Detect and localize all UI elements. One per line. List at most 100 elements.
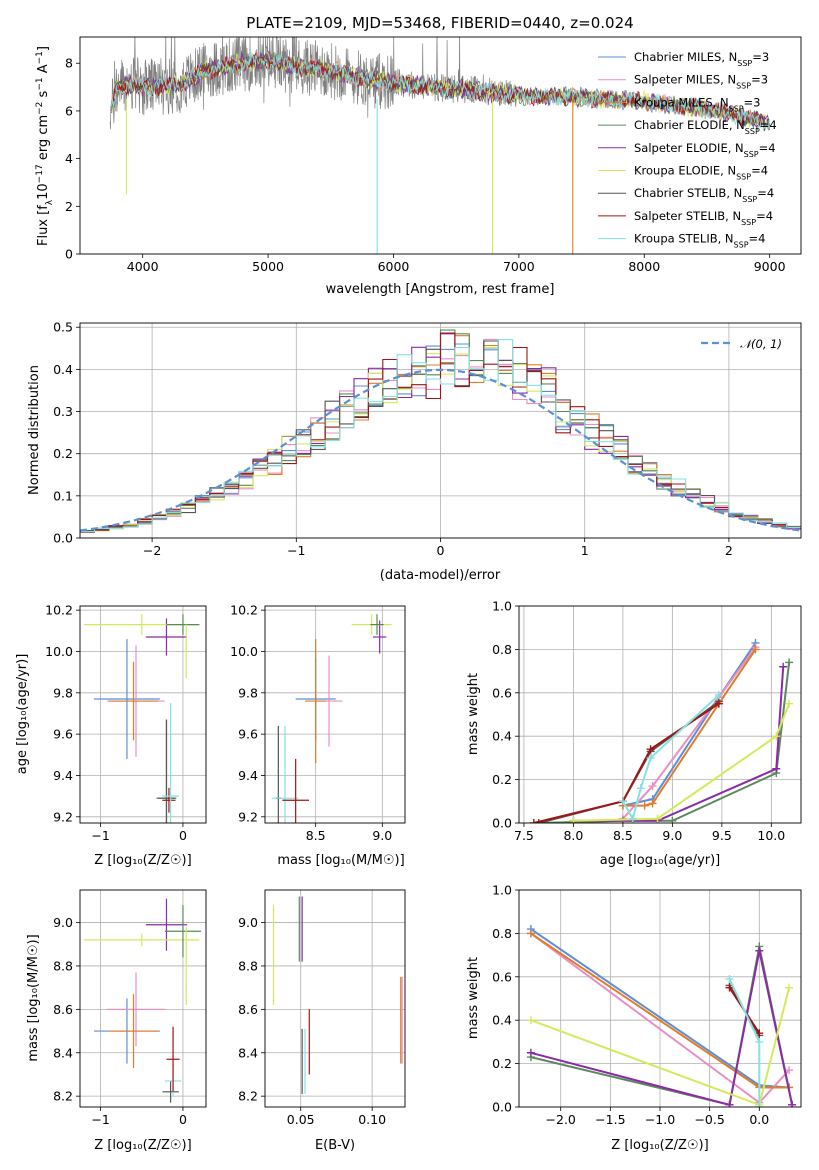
legend-text: Chabrier STELIB, N [634,186,742,200]
error-bar-point [108,994,159,1068]
plus-marker [640,801,649,810]
plus-marker [785,983,794,992]
error-bar-point [166,614,200,635]
age_vs_mass-plot-area [265,606,405,823]
y-tick-label: 9.4 [53,768,73,783]
error-bar-point [164,905,202,958]
mass_weight_vs_age-panel: 7.5 8.0 8.5 9.0 9.5 10.0 0.0 0.2 0.4 0.6 0.8 1.0 [492,599,802,843]
y-tick-label: 9.8 [238,685,258,700]
x-tick-label: 9000 [754,259,786,274]
legend-text: =4 [759,141,776,155]
weight-line [573,666,785,822]
legend-text: Salpeter ELODIE, N [634,141,744,155]
legend-entry: Salpeter STELIB, NSSP=4 [634,209,773,227]
chart-title: PLATE=2109, MJD=53468, FIBERID=0440, z=0… [246,14,633,32]
y-tick-label: 8.6 [53,1002,73,1017]
error-bar-point [184,624,188,679]
error-bar-point [271,725,299,823]
plus-marker [648,782,657,791]
y-tick-label: 0.4 [492,729,512,744]
y-tick-label: 0.8 [492,642,512,657]
mass_vs_ebv-plot-area [265,890,405,1107]
y-tick-label: 0.6 [492,685,512,700]
legend-text: Chabrier ELODIE, N [634,118,745,132]
plus-marker [725,1100,734,1107]
label-part: s [36,90,51,101]
mass_weight_vs_Z-panel: −2.0 −1.5 −1.0 −0.5 0.0 0.0 0.2 0.4 0.6 0.8 1.0 [492,883,802,1127]
y-tick-label: 6 [65,103,73,118]
mass_weight_vs_age-plot-area [519,606,801,823]
axes-frame [518,605,802,824]
y-tick-label: 8.8 [238,958,258,973]
y-tick-label: 0.4 [53,362,73,377]
legend-entry: Kroupa ELODIE, NSSP=4 [634,164,768,182]
legend-text: =3 [744,95,761,109]
plus-marker [646,745,655,754]
legend-subscript: SSP [742,195,757,204]
x-tick-label: −1.0 [645,1112,675,1127]
y-tick-label: 8.4 [53,1045,73,1060]
y-tick-label: 0.8 [492,926,512,941]
y-tick-label: 0.4 [492,1013,512,1028]
y-tick-label: 4 [65,151,73,166]
x-tick-label: −1 [91,1112,109,1127]
legend-text: =4 [760,118,777,132]
mass_vs_Z-panel: −1 0 8.2 8.4 8.6 8.8 9.0 [53,889,207,1127]
x-tick-label: 7.5 [514,828,534,843]
residual-histogram [80,332,801,533]
axes-frame [79,889,207,1108]
x-tick-label: −1 [287,543,305,558]
plus-marker [772,732,781,741]
residuals-plot-area [80,323,801,538]
x-tick-label: 5000 [252,259,284,274]
plus-marker [755,946,764,955]
plus-marker [714,690,723,699]
plus-marker [725,974,734,983]
plus-marker [526,1016,535,1025]
label-part: λ [45,199,55,205]
axes-frame [79,36,802,255]
error-bar-point [156,719,177,823]
weight-series [569,699,794,823]
legend-text: Kroupa ELODIE, N [634,164,736,178]
label-part: −1 [35,51,45,64]
weight-line [573,703,791,822]
x-tick-label: 4000 [127,259,159,274]
residuals-panel: −2 −1 0 1 2 0.0 0.1 0.2 0.3 0.4 0.5 [53,320,802,558]
y-axis-label: Normed distribution [27,365,42,495]
y-tick-label: 0.2 [492,772,512,787]
y-tick-label: 0.0 [53,531,73,546]
y-tick-label: 0.3 [53,404,73,419]
y-tick-label: 0 [65,247,73,262]
axes-frame [264,605,406,824]
x-tick-label: 8.5 [613,828,633,843]
mass_vs_Z-plot-area [80,890,206,1107]
error-bar-point [107,972,165,1047]
legend-entry: Salpeter ELODIE, NSSP=4 [634,141,776,159]
axes-frame [518,889,802,1108]
x-tick-label: 9.0 [662,828,682,843]
age_vs_Z-panel: −1 0 9.2 9.4 9.6 9.8 10.0 10.2 [45,603,207,843]
weight-series [725,974,764,1107]
y-tick-label: 0.0 [492,1100,512,1115]
y-tick-label: 9.6 [238,727,258,742]
legend-text: =4 [749,232,766,246]
label-part: −17 [35,164,45,183]
y-tick-label: 10.0 [230,644,258,659]
plus-marker [648,799,657,808]
y-tick-label: 1.0 [492,883,512,898]
y-tick-label: 10.2 [230,603,258,618]
axes-frame [79,322,802,539]
legend-entry: Kroupa MILES, NSSP=3 [634,95,760,113]
x-tick-label: 9.5 [712,828,732,843]
error-bar-point [162,703,179,823]
model-spectrum [110,51,770,131]
y-tick-label: 0.2 [53,446,73,461]
plus-marker [751,645,760,654]
label-part: −1 [35,77,45,90]
y-tick-label: 1.0 [492,599,512,614]
y-axis-label: mass weight [466,673,481,755]
x-tick-label: 8000 [628,259,660,274]
x-tick-label: 0 [179,1112,187,1127]
x-tick-label: −2 [143,543,161,558]
